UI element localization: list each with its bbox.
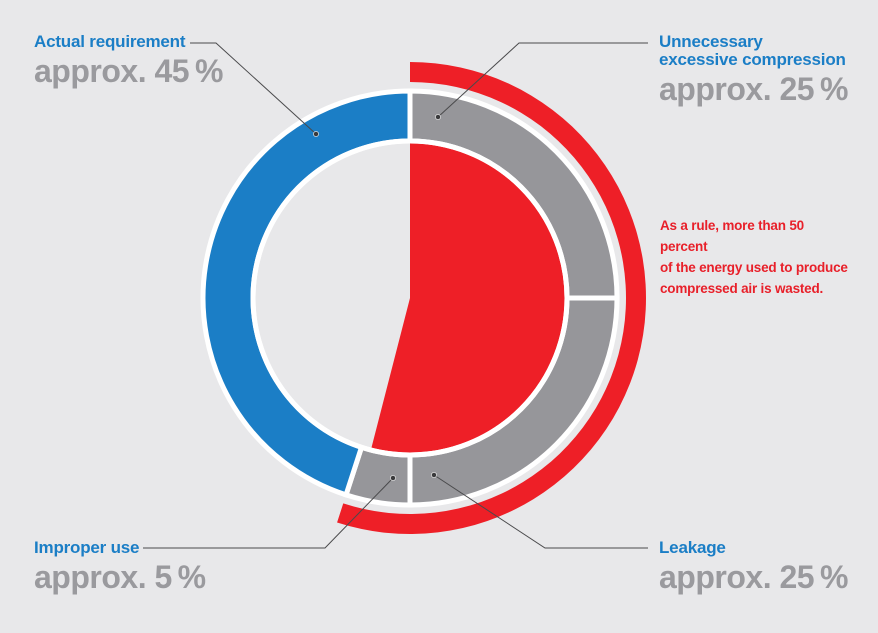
leader-excessive-compression-dot — [435, 114, 441, 120]
leader-actual-requirement — [190, 42, 317, 135]
leader-improper-use — [143, 477, 394, 549]
waste-note-line2: of the energy used to produce — [660, 259, 848, 275]
wasted-share-inner-wedge — [370, 141, 567, 455]
wasted-share-wedge — [370, 141, 567, 455]
slice-value-excessive-compression: approx. 25 % — [659, 70, 848, 107]
leader-improper-use-dot — [390, 475, 396, 481]
label-excessive-compression: Unnecessary excessive compression approx… — [659, 33, 848, 106]
leader-lines — [143, 42, 648, 549]
slice-label-leakage: Leakage — [659, 538, 726, 557]
waste-note-line3: compressed air is wasted. — [660, 280, 824, 296]
waste-note-line1: As a rule, more than 50 percent — [660, 218, 804, 254]
label-actual-requirement: Actual requirement approx. 45 % — [34, 33, 223, 88]
slice-label-excessive-line1: Unnecessary — [659, 32, 763, 51]
slice-value-actual-requirement: approx. 45 % — [34, 52, 223, 89]
leader-leakage-dot — [431, 472, 437, 478]
donut-ring — [200, 88, 620, 508]
label-leakage: Leakage approx. 25 % — [659, 539, 848, 594]
leader-actual-requirement-dot — [313, 131, 319, 137]
slice-value-leakage: approx. 25 % — [659, 558, 848, 595]
leader-excessive-compression — [437, 42, 648, 118]
slice-label-excessive-line2: excessive compression — [659, 49, 846, 69]
waste-note: As a rule, more than 50 percent of the e… — [660, 216, 850, 300]
label-improper-use: Improper use approx. 5 % — [34, 539, 206, 594]
slice-label-improper-use: Improper use — [34, 538, 140, 557]
ring-outer-border — [201, 89, 619, 507]
ring-inner-border — [250, 138, 570, 458]
leader-leakage — [433, 474, 648, 549]
slice-value-improper-use: approx. 5 % — [34, 558, 206, 595]
slice-label-actual-requirement: Actual requirement — [34, 32, 186, 51]
